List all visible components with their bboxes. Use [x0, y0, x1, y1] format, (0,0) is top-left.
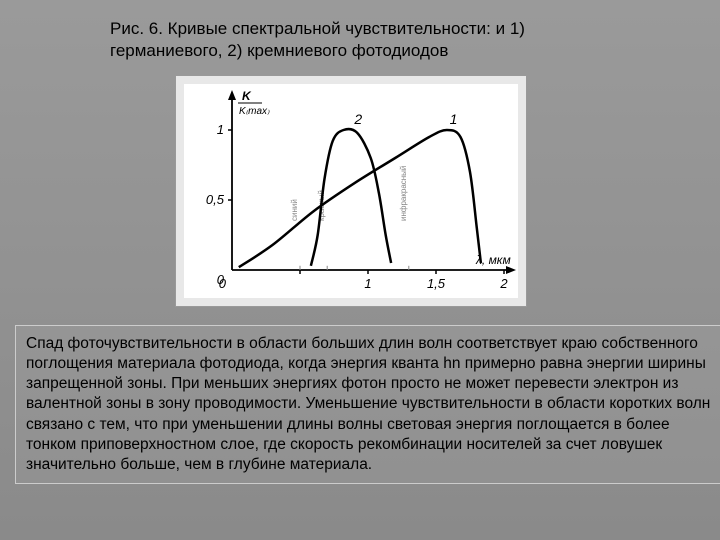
svg-text:1: 1: [217, 122, 224, 137]
svg-text:1: 1: [364, 276, 371, 291]
figure-caption: Рис. 6. Кривые спектральной чувствительн…: [110, 18, 610, 62]
svg-text:K₍max₎: K₍max₎: [239, 106, 270, 117]
svg-text:0,5: 0,5: [206, 192, 225, 207]
svg-text:синий: синий: [290, 199, 299, 221]
svg-text:0: 0: [217, 272, 225, 287]
svg-text:инфракрасный: инфракрасный: [399, 166, 408, 221]
svg-text:K: K: [242, 89, 252, 103]
spectral-curves-chart: KK₍max₎λ, мкм0,51011,520синийкрасныйинфр…: [184, 84, 518, 298]
chart-plot-area: KK₍max₎λ, мкм0,51011,520синийкрасныйинфр…: [184, 84, 518, 298]
description-text: Спад фоточувствительности в области боль…: [15, 325, 720, 484]
svg-text:1: 1: [450, 111, 458, 127]
svg-text:1,5: 1,5: [427, 276, 446, 291]
chart-container: KK₍max₎λ, мкм0,51011,520синийкрасныйинфр…: [175, 75, 527, 307]
svg-text:2: 2: [499, 276, 508, 291]
svg-text:2: 2: [353, 111, 362, 127]
